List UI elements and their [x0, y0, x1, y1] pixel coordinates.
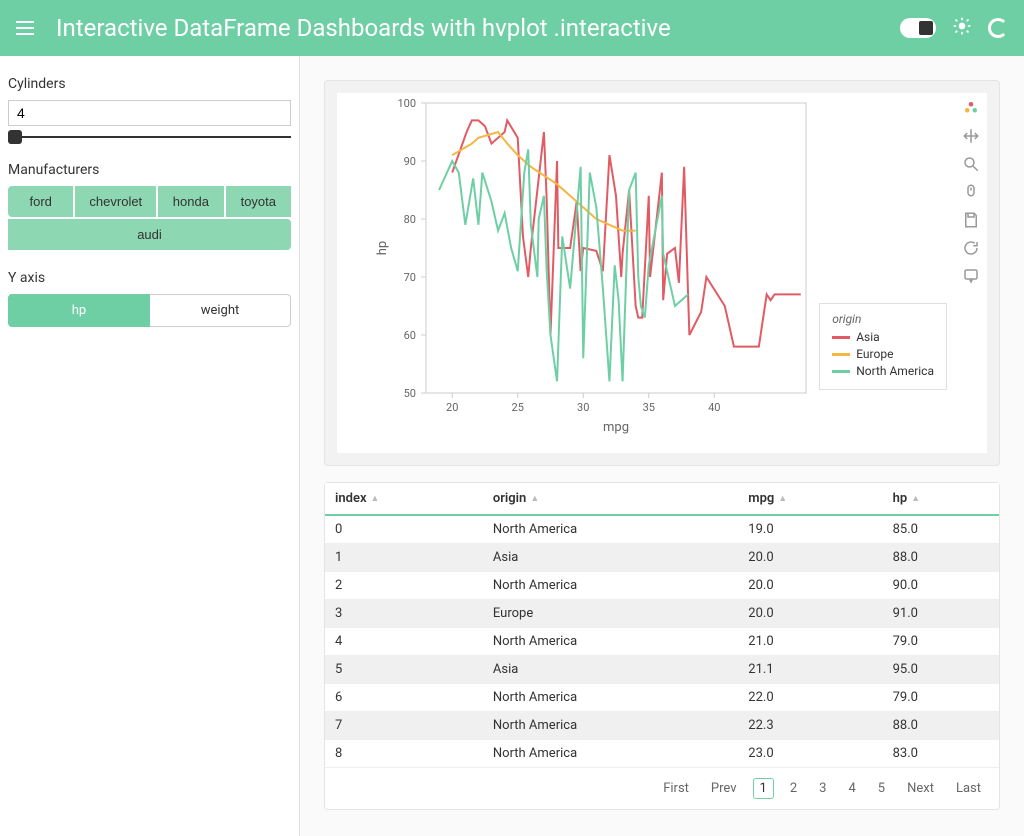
svg-text:40: 40: [708, 401, 720, 414]
menu-icon[interactable]: [16, 16, 40, 40]
cylinders-input[interactable]: [8, 100, 291, 126]
yaxis-group: hp weight: [8, 294, 291, 327]
data-table: index▲ origin▲ mpg▲ hp▲ 0North America19…: [325, 483, 999, 768]
page-title: Interactive DataFrame Dashboards with hv…: [56, 14, 900, 42]
svg-text:60: 60: [404, 329, 416, 342]
manufacturers-group: ford chevrolet honda toyota audi: [8, 186, 291, 250]
chart-panel: 50 60 70 80 90 100 20 25 30 35 40 mpg hp origin Asia…: [324, 80, 1000, 466]
svg-text:90: 90: [404, 155, 416, 168]
svg-text:50: 50: [404, 387, 416, 400]
svg-text:hp: hp: [375, 241, 390, 255]
line-chart: 50 60 70 80 90 100 20 25 30 35 40 mpg hp origin Asia…: [337, 93, 955, 453]
mfr-ford[interactable]: ford: [8, 186, 73, 217]
pan-icon[interactable]: [962, 127, 980, 145]
yaxis-hp[interactable]: hp: [8, 294, 150, 327]
bokeh-logo-icon[interactable]: [962, 99, 980, 117]
col-hp[interactable]: hp▲: [883, 483, 999, 515]
yaxis-label: Y axis: [8, 270, 291, 286]
table-body: 0North America19.085.01Asia20.088.02Nort…: [325, 515, 999, 768]
col-mpg[interactable]: mpg▲: [738, 483, 882, 515]
busy-icon: [988, 18, 1008, 38]
page-prev[interactable]: Prev: [705, 779, 743, 798]
legend-title: origin: [832, 312, 934, 326]
table-row[interactable]: 3Europe20.091.0: [325, 600, 999, 628]
legend-swatch-europe: [832, 353, 850, 356]
col-index[interactable]: index▲: [325, 483, 483, 515]
col-origin[interactable]: origin▲: [483, 483, 738, 515]
sidebar: Cylinders Manufacturers ford chevrolet h…: [0, 56, 300, 836]
table-row[interactable]: 6North America22.079.0: [325, 684, 999, 712]
main-content: 50607080901002025303540mpghp origin Asia…: [300, 56, 1024, 836]
table-row[interactable]: 4North America21.079.0: [325, 628, 999, 656]
chart-legend: origin Asia Europe North America: [819, 303, 947, 390]
plot-toolbar: [955, 93, 987, 453]
app-header: Interactive DataFrame Dashboards with hv…: [0, 0, 1024, 56]
table-panel: index▲ origin▲ mpg▲ hp▲ 0North America19…: [324, 482, 1000, 810]
cylinders-slider[interactable]: [8, 136, 291, 138]
mfr-honda[interactable]: honda: [158, 186, 223, 217]
box-zoom-icon[interactable]: [962, 155, 980, 173]
cylinders-label: Cylinders: [8, 76, 291, 92]
page-5[interactable]: 5: [872, 779, 891, 798]
page-3[interactable]: 3: [813, 779, 832, 798]
page-2[interactable]: 2: [784, 779, 803, 798]
svg-text:70: 70: [404, 271, 416, 284]
table-row[interactable]: 0North America19.085.0: [325, 515, 999, 544]
svg-text:25: 25: [512, 401, 524, 414]
svg-text:20: 20: [446, 401, 458, 414]
mfr-toyota[interactable]: toyota: [226, 186, 291, 217]
page-next[interactable]: Next: [901, 779, 940, 798]
wheel-zoom-icon[interactable]: [962, 183, 980, 201]
pagination: First Prev 1 2 3 4 5 Next Last: [325, 768, 999, 809]
page-4[interactable]: 4: [842, 779, 861, 798]
legend-label-na: North America: [856, 364, 934, 378]
table-row[interactable]: 5Asia21.195.0: [325, 656, 999, 684]
table-row[interactable]: 2North America20.090.0: [325, 572, 999, 600]
svg-text:80: 80: [404, 213, 416, 226]
legend-swatch-asia: [832, 336, 850, 339]
reset-icon[interactable]: [962, 239, 980, 257]
table-row[interactable]: 7North America22.388.0: [325, 712, 999, 740]
mfr-chevrolet[interactable]: chevrolet: [75, 186, 156, 217]
theme-toggle[interactable]: [900, 18, 936, 38]
hover-icon[interactable]: [962, 267, 980, 285]
table-row[interactable]: 1Asia20.088.0: [325, 544, 999, 572]
manufacturers-label: Manufacturers: [8, 162, 291, 178]
mfr-audi[interactable]: audi: [8, 219, 291, 250]
yaxis-weight[interactable]: weight: [150, 294, 291, 327]
brightness-icon[interactable]: [952, 16, 972, 40]
svg-text:35: 35: [643, 401, 655, 414]
legend-label-europe: Europe: [856, 347, 893, 361]
save-icon[interactable]: [962, 211, 980, 229]
legend-label-asia: Asia: [856, 330, 879, 344]
svg-text:30: 30: [577, 401, 589, 414]
chart-svg: 50 60 70 80 90 100 20 25 30 35 40 mpg hp: [337, 93, 955, 453]
page-first[interactable]: First: [657, 779, 695, 798]
table-row[interactable]: 8North America23.083.0: [325, 740, 999, 768]
page-last[interactable]: Last: [950, 779, 987, 798]
legend-swatch-na: [832, 370, 850, 373]
svg-text:mpg: mpg: [603, 420, 629, 435]
page-1[interactable]: 1: [753, 778, 774, 799]
svg-text:100: 100: [397, 97, 416, 110]
